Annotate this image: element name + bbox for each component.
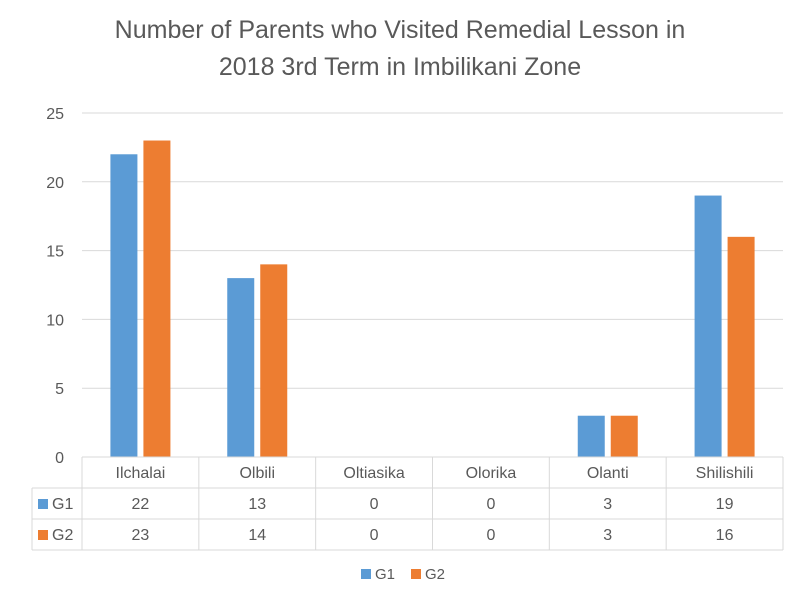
y-tick-label: 10 <box>46 312 64 329</box>
category-label: Oltiasika <box>343 465 404 482</box>
legend-key-g2 <box>38 530 48 540</box>
data-label: 13 <box>248 496 266 513</box>
category-label: Ilchalai <box>116 465 166 482</box>
category-label: Olorika <box>466 465 517 482</box>
legend-label: G1 <box>375 566 395 583</box>
chart-title-line-1: Number of Parents who Visited Remedial L… <box>114 16 686 44</box>
data-label: 16 <box>716 527 734 544</box>
chart-title-line-2: 2018 3rd Term in Imbilikani Zone <box>218 53 582 81</box>
data-label: 3 <box>603 496 612 513</box>
legend-label: G2 <box>425 566 445 583</box>
y-tick-label: 25 <box>46 106 64 123</box>
series-label: G2 <box>52 527 73 544</box>
y-tick-label: 20 <box>46 175 64 192</box>
category-label: Olbili <box>239 465 275 482</box>
legend-key-g1 <box>38 499 48 509</box>
bar-g1-ilchalai <box>110 154 138 457</box>
y-tick-label: 15 <box>46 244 64 261</box>
bar-g2-shilishili <box>727 236 755 457</box>
bar-g1-shilishili <box>694 195 722 457</box>
data-label: 0 <box>486 496 495 513</box>
data-label: 0 <box>370 527 379 544</box>
data-label: 0 <box>370 496 379 513</box>
bar-g2-olanti <box>610 415 638 457</box>
data-label: 0 <box>486 527 495 544</box>
data-label: 19 <box>716 496 734 513</box>
category-label: Shilishili <box>696 465 754 482</box>
series-label: G1 <box>52 496 73 513</box>
data-label: 22 <box>132 496 150 513</box>
data-label: 3 <box>603 527 612 544</box>
bar-g2-ilchalai <box>143 140 171 457</box>
bar-g2-olbili <box>260 264 288 457</box>
bar-g1-olbili <box>227 278 255 457</box>
y-tick-label: 5 <box>55 381 64 398</box>
legend-swatch-g1 <box>361 569 371 579</box>
data-label: 23 <box>132 527 150 544</box>
data-label: 14 <box>248 527 266 544</box>
chart-title: Number of Parents who Visited Remedial L… <box>0 12 800 86</box>
y-tick-label: 0 <box>55 450 64 467</box>
bar-g1-olanti <box>577 415 605 457</box>
legend-swatch-g2 <box>411 569 421 579</box>
category-label: Olanti <box>587 465 629 482</box>
